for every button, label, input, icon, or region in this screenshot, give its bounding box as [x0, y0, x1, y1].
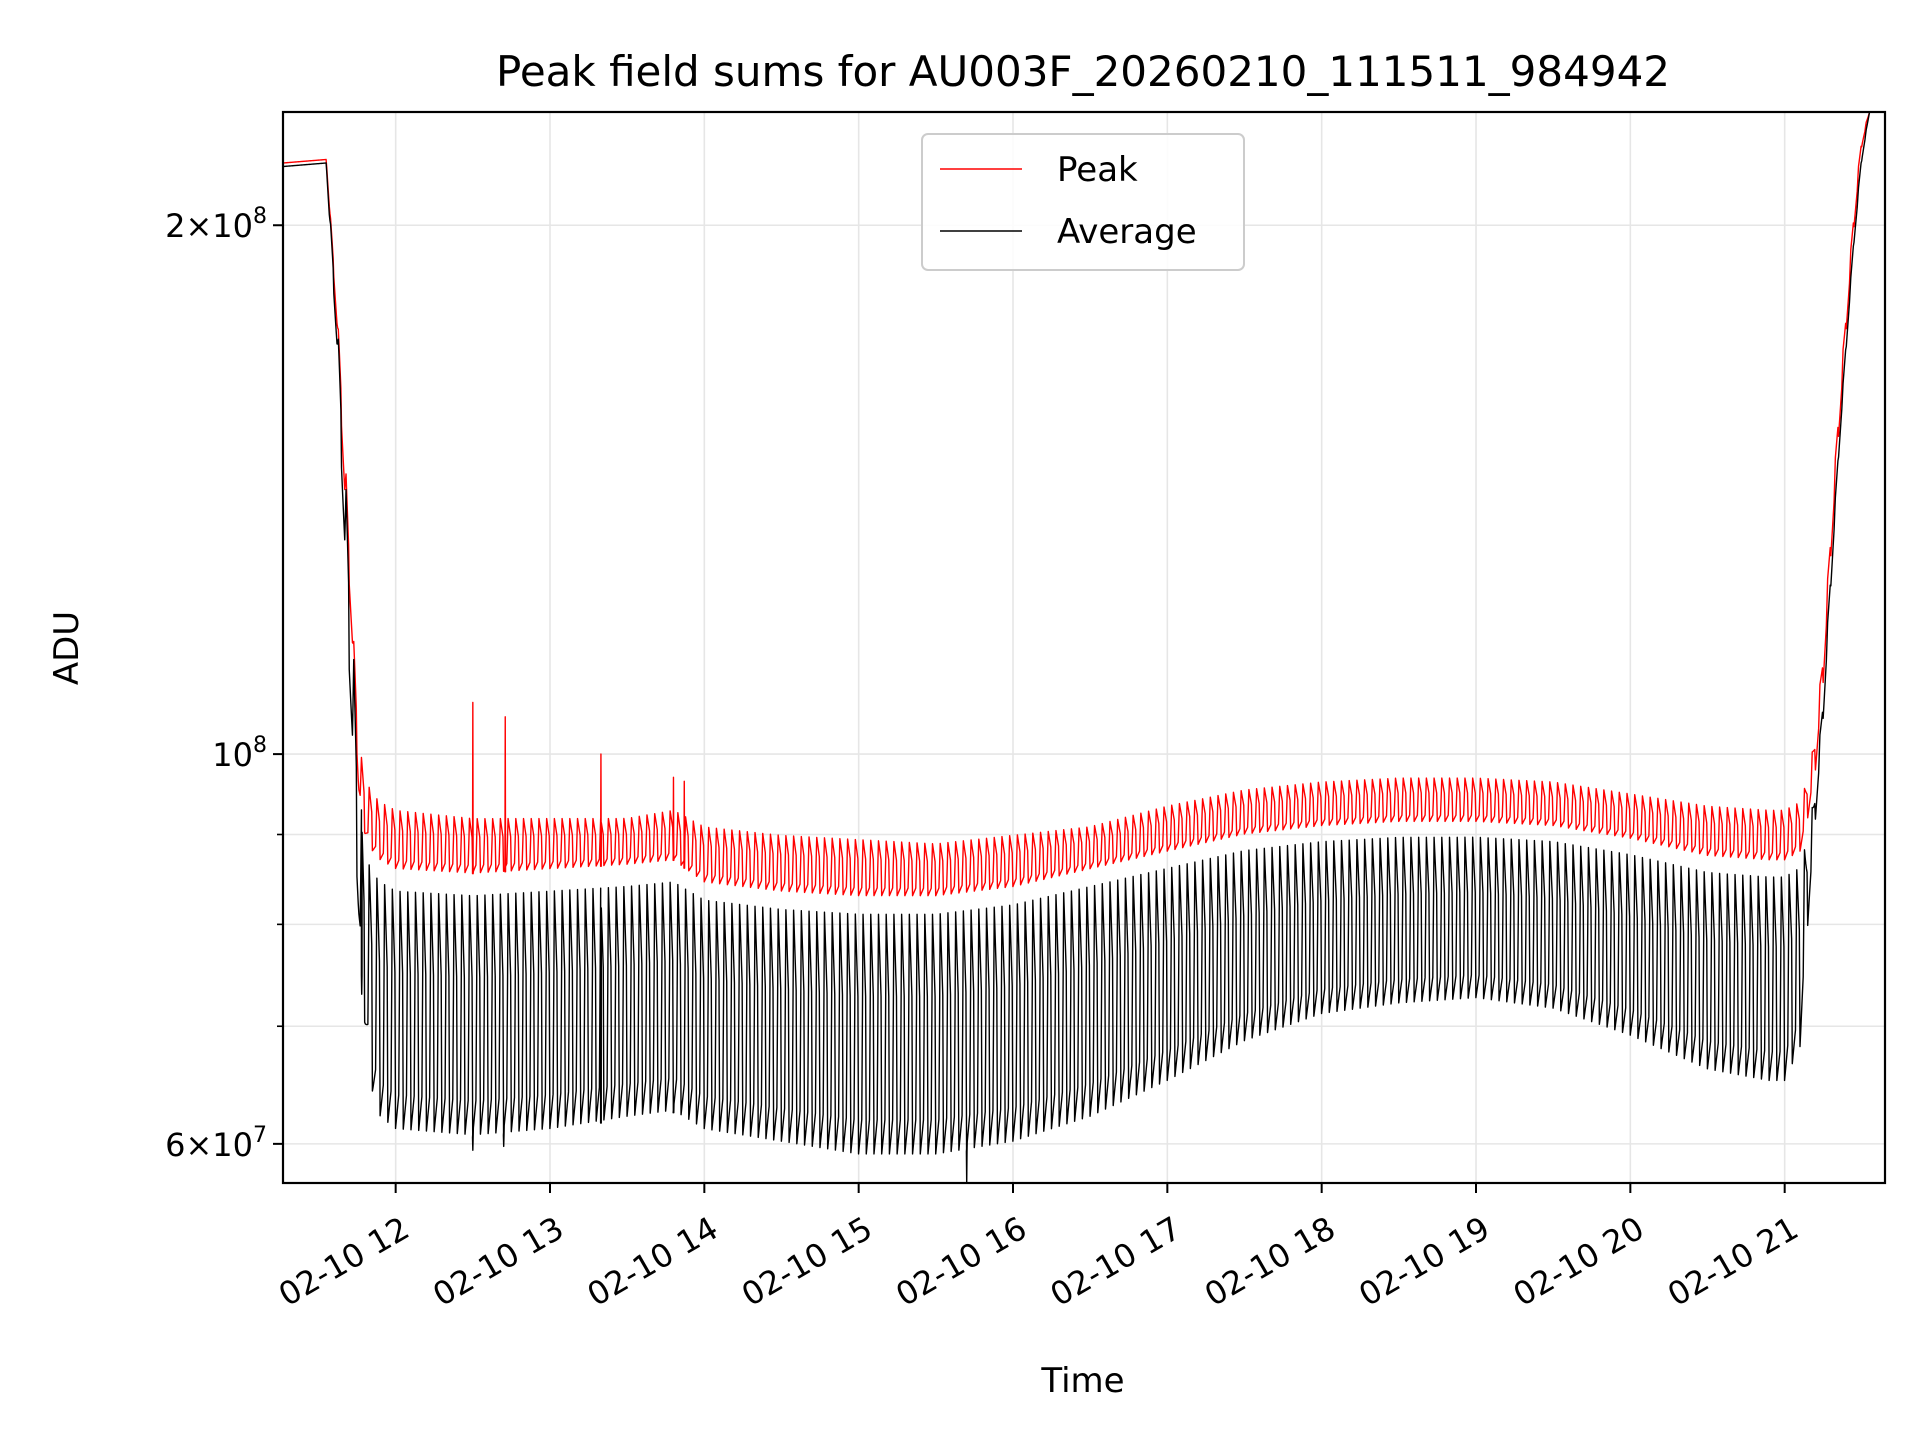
legend-box [921, 133, 1245, 271]
legend: Peak Average [921, 133, 1245, 271]
grid-lines [283, 112, 1885, 1183]
series-average-line [283, 112, 1885, 1183]
series-peak-line [283, 112, 1885, 897]
y-tick-label: 6×107 [165, 1123, 267, 1164]
legend-average-label: Average [1057, 212, 1197, 252]
y-tick-label: 108 [212, 733, 267, 774]
y-axis: 6×107 108 2×108 [165, 204, 283, 1164]
legend-peak-label: Peak [1057, 150, 1138, 190]
y-tick-label: 2×108 [165, 204, 267, 245]
plot-data [283, 112, 1885, 1183]
plot-frame [281, 110, 1887, 1185]
chart-title: Peak field sums for AU003F_20260210_1115… [496, 47, 1670, 96]
x-axis-label: Time [1040, 1361, 1124, 1401]
y-axis-label: ADU [47, 611, 87, 685]
